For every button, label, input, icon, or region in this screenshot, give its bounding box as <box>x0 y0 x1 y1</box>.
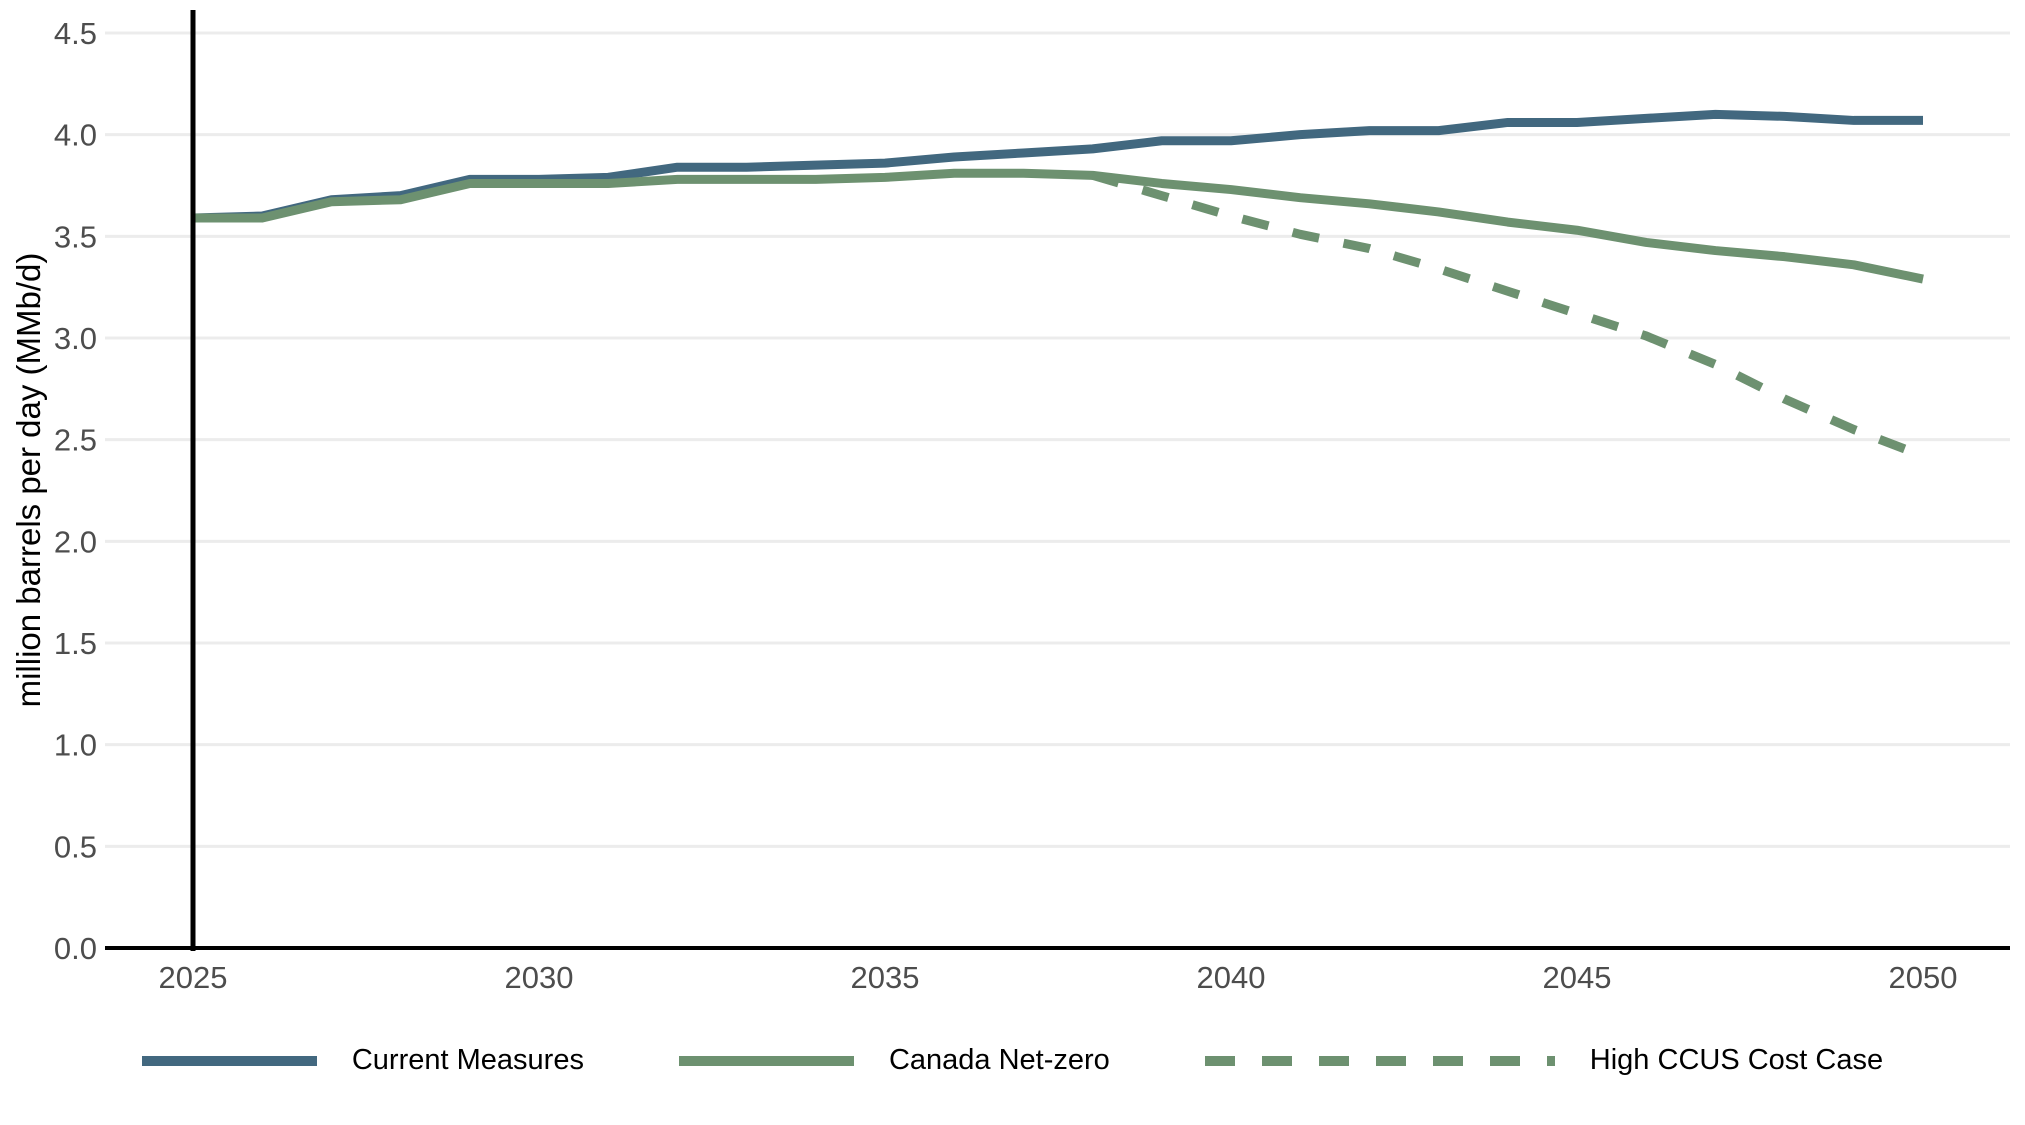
y-tick-label: 2.0 <box>54 524 97 559</box>
y-tick-label: 4.0 <box>54 118 97 153</box>
plot-area: 0.00.51.01.52.02.53.03.54.04.5 2025 2030 2… <box>10 10 2010 995</box>
y-tick-label: 0.5 <box>54 829 97 864</box>
x-tick-label: 2045 <box>1543 960 1612 995</box>
y-tick-label: 4.5 <box>54 16 97 51</box>
series-line-high-ccus-cost-case <box>1091 171 1925 461</box>
x-tick-label: 2025 <box>159 960 228 995</box>
legend-item-current-measures[interactable]: Current Measures <box>141 1044 584 1077</box>
legend-item-high-ccus-cost-case[interactable]: High CCUS Cost Case <box>1204 1044 1884 1077</box>
y-tick-label: 1.0 <box>54 728 97 763</box>
legend-label-high-ccus-cost-case: High CCUS Cost Case <box>1589 1044 1884 1076</box>
series-line-canada-net-zero <box>193 168 1924 284</box>
legend-label-canada-net-zero: Canada Net-zero <box>888 1044 1110 1076</box>
y-gridlines <box>105 31 2010 950</box>
y-tick-label: 2.5 <box>54 423 97 458</box>
y-tick-label: 3.5 <box>54 219 97 254</box>
y-axis-title: million barrels per day (MMb/d) <box>10 253 47 708</box>
y-axis-tick-labels: 0.0 0.5 1.0 1.5 2.0 2.5 3.0 3.5 4.0 4.5 <box>54 16 97 966</box>
x-axis-tick-labels: 2025 2030 2035 2040 2045 2050 <box>159 960 1958 995</box>
x-tick-label: 2040 <box>1197 960 1266 995</box>
x-tick-label: 2030 <box>505 960 574 995</box>
legend-swatch-canada-net-zero <box>678 1055 854 1066</box>
legend-swatch-current-measures <box>141 1055 317 1066</box>
series-lines <box>192 109 1925 461</box>
y-tick-label: 0.0 <box>54 931 97 966</box>
series-line-current-measures <box>192 109 1923 223</box>
x-tick-label: 2050 <box>1889 960 1958 995</box>
legend: Current Measures Canada Net-zero High CC… <box>0 1044 2025 1077</box>
y-tick-label: 3.0 <box>54 321 97 356</box>
legend-swatch-high-ccus-cost-case <box>1204 1055 1555 1066</box>
legend-item-canada-net-zero[interactable]: Canada Net-zero <box>678 1044 1110 1077</box>
x-tick-label: 2035 <box>851 960 920 995</box>
legend-label-current-measures: Current Measures <box>351 1044 584 1076</box>
y-tick-label: 1.5 <box>54 626 97 661</box>
